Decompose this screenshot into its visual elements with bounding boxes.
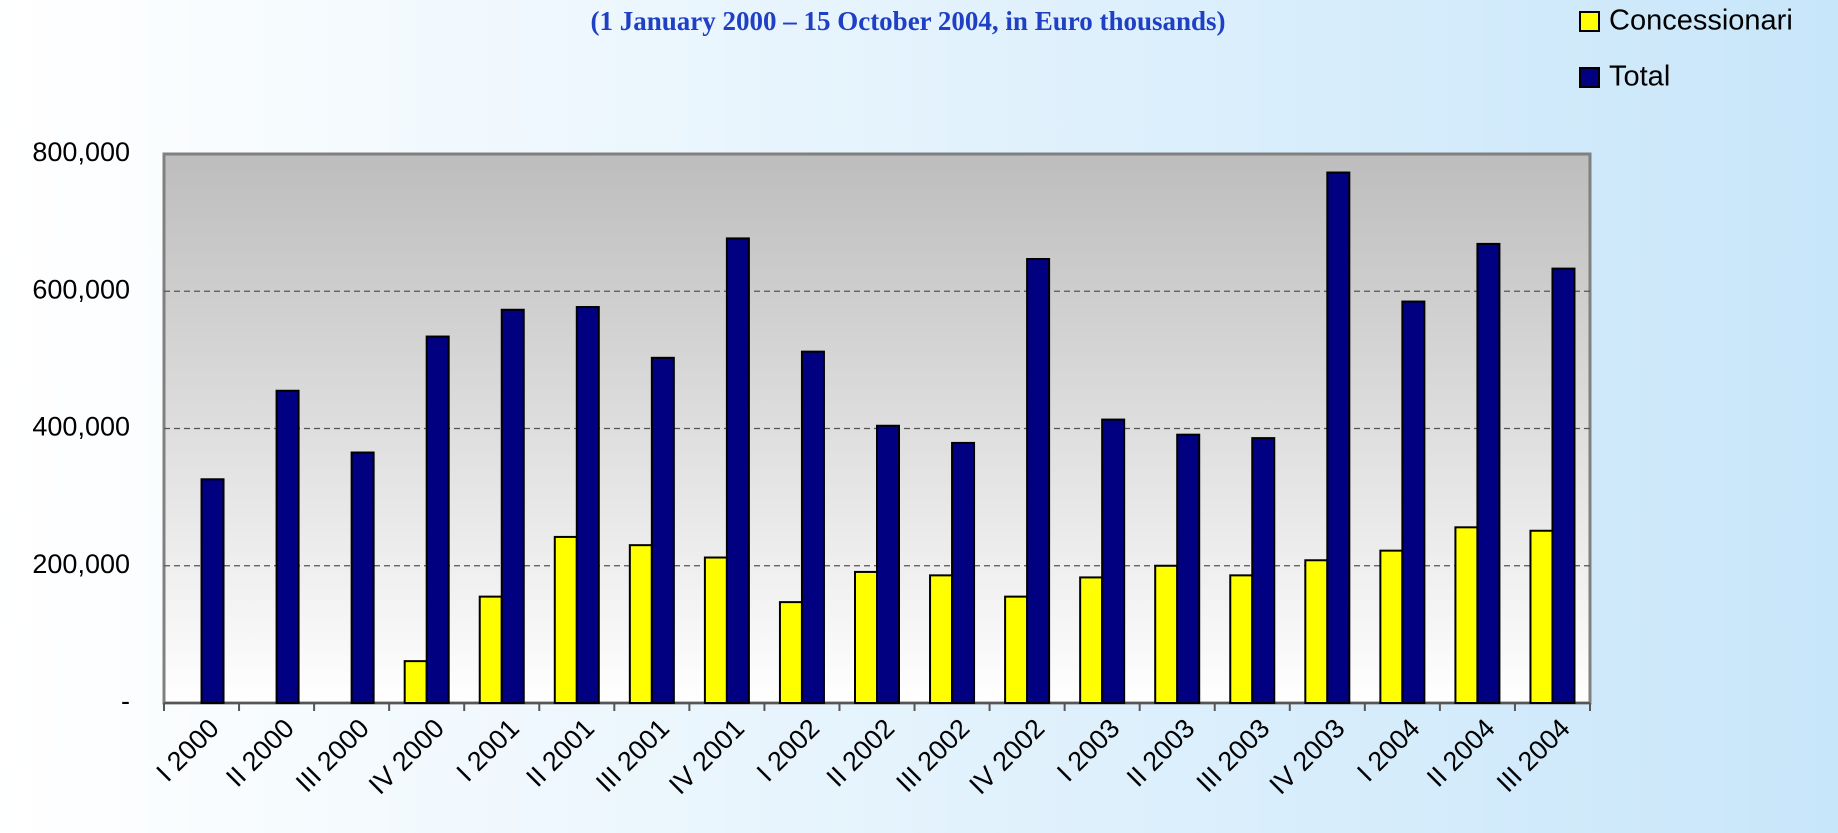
bar [1476,242,1501,704]
bar [1251,437,1276,704]
bar [1529,529,1554,704]
legend-label: Total [1609,61,1670,93]
bar [703,556,728,705]
bar [553,535,578,704]
bar [575,306,600,704]
bar [1154,564,1179,704]
bar [929,574,954,704]
bar [1401,300,1426,704]
bar [854,570,878,705]
bar [1101,418,1126,704]
bar [778,601,803,705]
bar [478,595,503,704]
bar [800,350,825,704]
bar [350,451,375,704]
bar [1379,549,1404,705]
legend-swatch [1579,67,1600,88]
bar [1176,433,1201,704]
bar [1026,257,1051,704]
bar [1304,559,1329,705]
legend-swatch [1579,11,1600,32]
bar [1079,576,1104,705]
bar [200,478,225,704]
legend-label: Concessionari [1609,5,1793,37]
bar [628,544,653,704]
bar [403,660,428,704]
chart-title: (1 January 2000 – 15 October 2004, in Eu… [590,6,1225,36]
bar [876,424,900,704]
y-tick-label: - [121,686,130,716]
bar [650,356,675,704]
y-tick-label: 600,000 [32,274,130,304]
bar [275,389,300,704]
bar [500,308,525,704]
y-tick-label: 800,000 [32,137,130,167]
bar [1454,526,1479,704]
bar [1004,595,1029,704]
bar [1551,267,1576,704]
y-tick-label: 400,000 [32,412,130,442]
bar [951,441,976,704]
bar [1229,574,1254,704]
y-tick-label: 200,000 [32,549,130,579]
bar [1326,171,1351,704]
bar [425,335,450,704]
bar [725,237,750,704]
